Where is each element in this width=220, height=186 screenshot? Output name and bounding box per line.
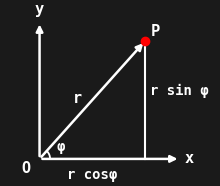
Text: y: y [35,2,44,17]
Text: P: P [150,24,160,39]
Text: O: O [22,161,31,176]
Text: r: r [73,91,82,106]
Text: φ: φ [56,140,65,154]
Text: r cosφ: r cosφ [67,168,117,182]
Text: r sin φ: r sin φ [150,84,209,98]
Text: x: x [185,151,194,166]
